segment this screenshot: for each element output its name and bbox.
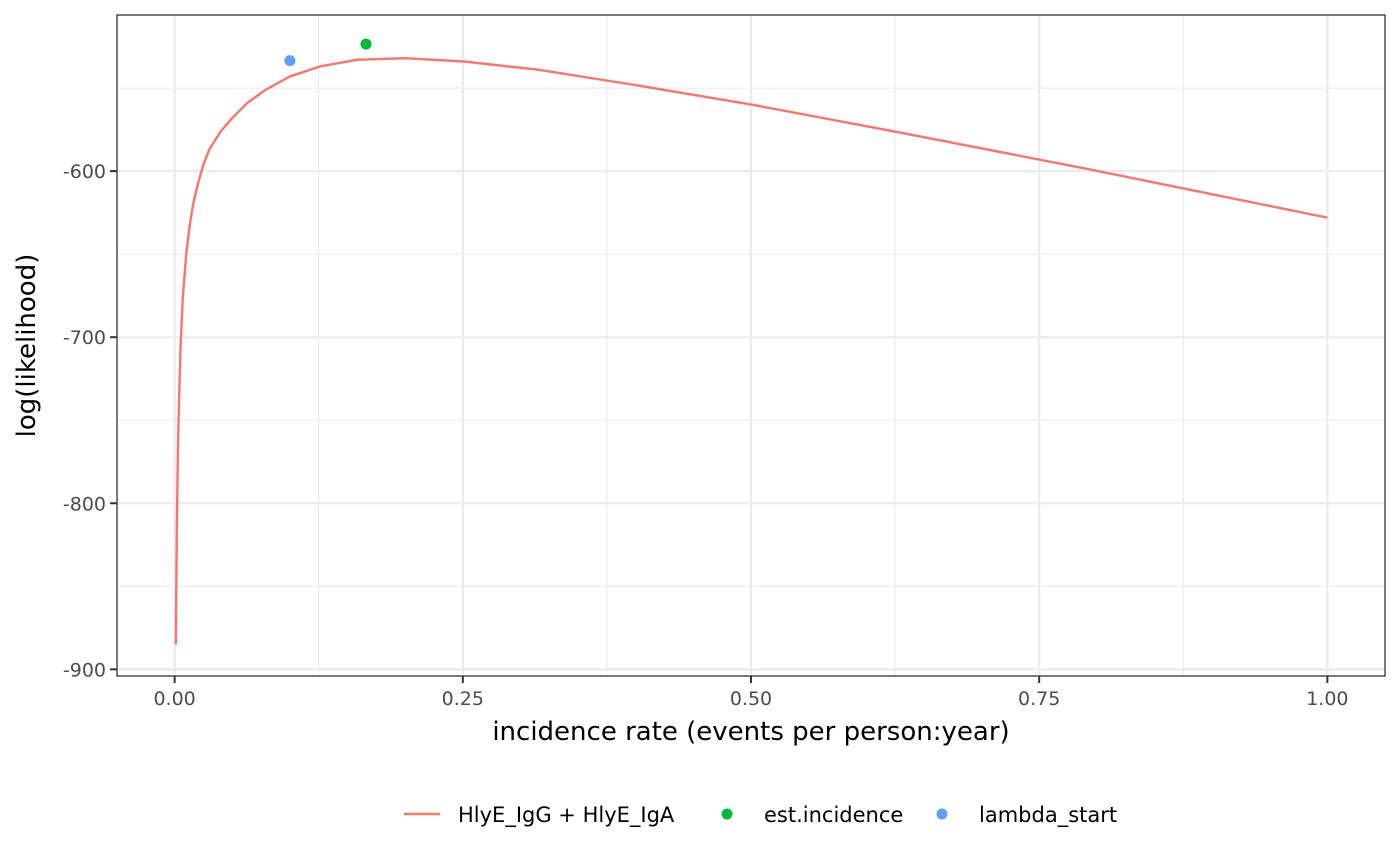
x-axis-title: incidence rate (events per person:year) — [492, 717, 1009, 747]
series-line-0 — [174, 56, 1328, 645]
x-tick-label: 0.00 — [153, 688, 195, 710]
series-point-2 — [284, 55, 296, 67]
y-tick-label: -600 — [63, 161, 106, 183]
legend: HlyE_IgG + HlyE_IgA est.incidence lambda_s… — [404, 803, 1117, 828]
x-tick-label: 0.75 — [1018, 688, 1060, 710]
y-tick-label: -800 — [63, 493, 106, 515]
legend-label: HlyE_IgG + HlyE_IgA — [458, 803, 675, 828]
x-tick-label: 1.00 — [1306, 688, 1348, 710]
x-tick-label: 0.50 — [730, 688, 772, 710]
x-tick-label: 0.25 — [442, 688, 484, 710]
y-tick-label: -700 — [63, 327, 106, 349]
legend-key-point — [936, 808, 948, 820]
y-tick-label: -900 — [63, 659, 106, 681]
series-point-1 — [360, 38, 372, 50]
axes: 0.00 0.25 0.50 0.75 1.00 -900 -800 -700 -600 — [63, 161, 1349, 710]
legend-label: est.incidence — [764, 803, 903, 827]
major-gridlines — [117, 15, 1385, 676]
series-layer — [174, 38, 1328, 645]
y-axis-title: log(likelihood) — [12, 254, 42, 438]
legend-label: lambda_start — [979, 803, 1117, 828]
legend-key-point — [721, 808, 733, 820]
